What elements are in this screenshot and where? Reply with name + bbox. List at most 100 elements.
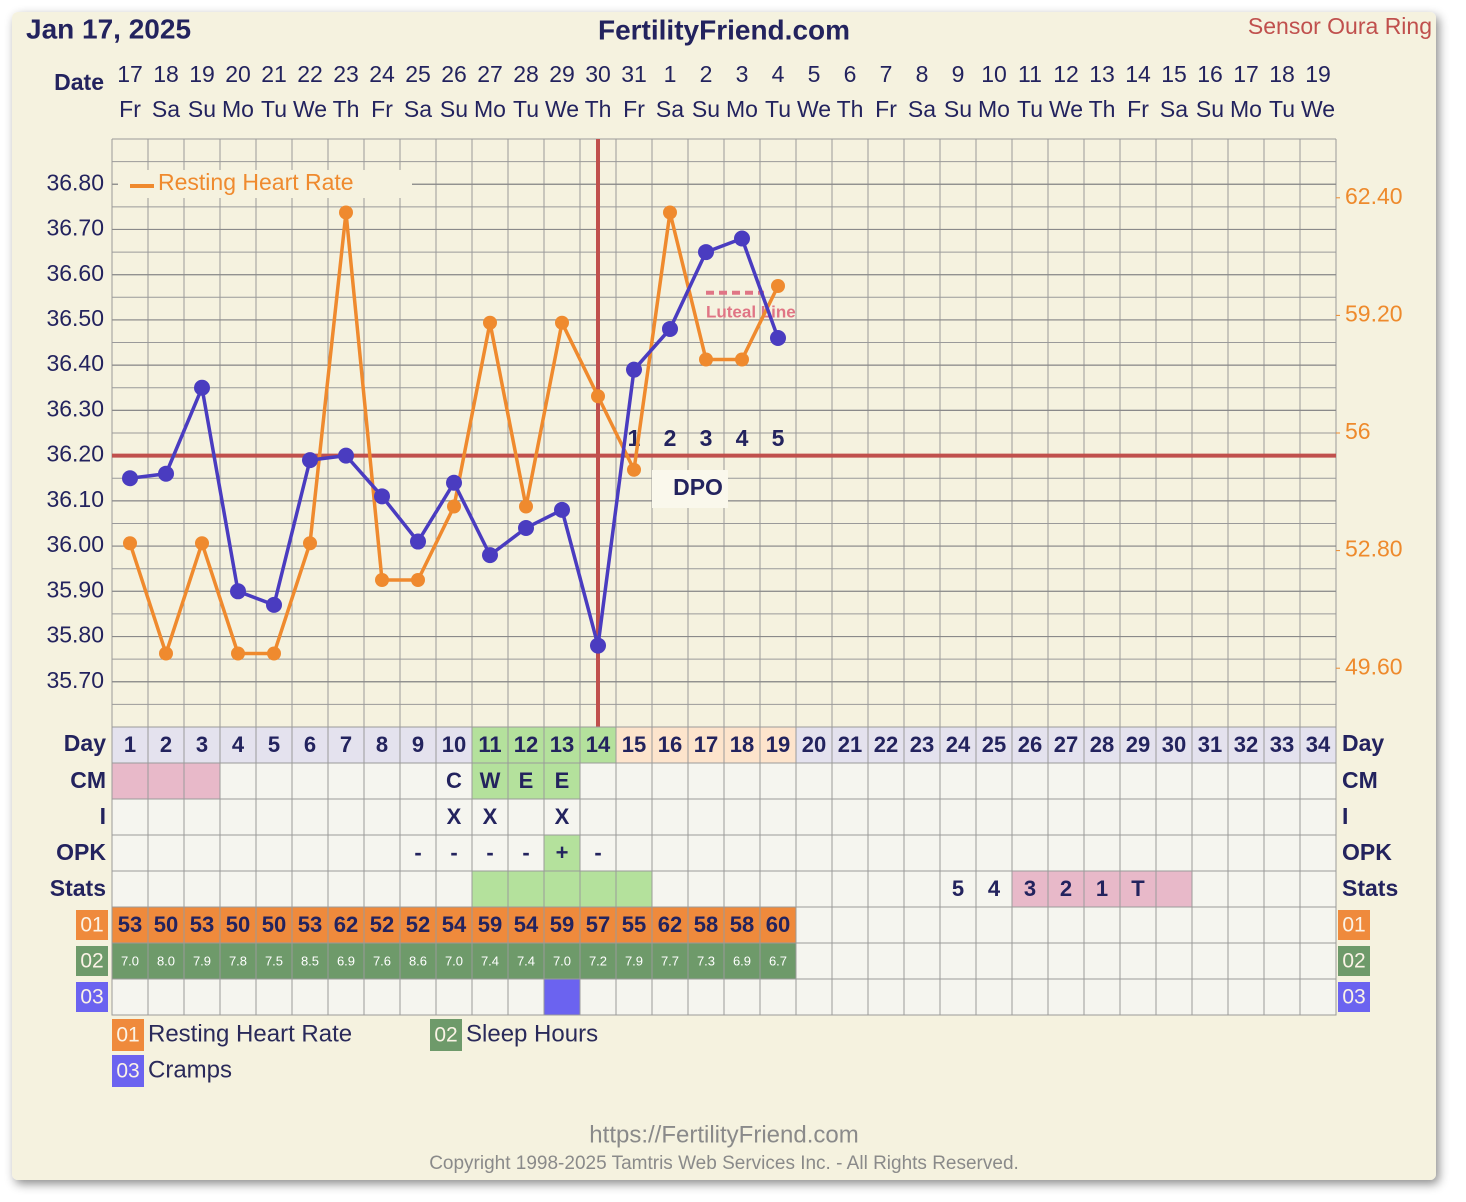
cell-text: 62	[334, 912, 358, 937]
table-cell	[363, 834, 401, 872]
table-cell	[1011, 762, 1049, 800]
table-cell	[327, 762, 365, 800]
table-cell	[507, 978, 545, 1016]
table-cell	[1299, 870, 1337, 908]
table-cell	[1191, 762, 1229, 800]
y2-tick-label: 56	[1345, 418, 1371, 444]
weekday-label: Sa	[1160, 96, 1188, 122]
table-cell	[1011, 906, 1049, 944]
table-cell	[903, 870, 941, 908]
row-label: I	[100, 803, 106, 829]
y-tick-label: 36.00	[46, 531, 104, 557]
legend-text: Cramps	[148, 1056, 232, 1083]
weekday-label: Fr	[119, 96, 141, 122]
cell-text: 7.8	[229, 953, 247, 968]
table-cell	[939, 798, 977, 836]
footer-url[interactable]: https://FertilityFriend.com	[589, 1121, 858, 1148]
weekday-label: Th	[1089, 96, 1116, 122]
table-cell	[1083, 978, 1121, 1016]
table-cell	[579, 942, 617, 980]
day-number: 10	[442, 732, 466, 757]
data-point	[339, 205, 353, 220]
day-cell	[111, 726, 149, 764]
day-number: 17	[694, 732, 718, 757]
table-cell	[1119, 906, 1157, 944]
table-cell	[399, 870, 437, 908]
table-cell	[831, 834, 869, 872]
table-cell	[1299, 762, 1337, 800]
cell-text: 8.6	[409, 953, 427, 968]
date-label: Date	[54, 69, 104, 95]
table-cell	[903, 762, 941, 800]
cell-text: 3	[1024, 876, 1036, 901]
date-label: 19	[1305, 61, 1331, 87]
data-point	[555, 315, 569, 330]
data-point	[267, 646, 281, 661]
cell-text: 4	[988, 876, 1001, 901]
table-cell	[111, 834, 149, 872]
y2-tick-label: 59.20	[1345, 300, 1403, 326]
sensor: Sensor Oura Ring	[1248, 13, 1432, 39]
day-number: 28	[1090, 732, 1114, 757]
table-cell	[219, 762, 257, 800]
table-cell	[507, 942, 545, 980]
y-tick-label: 36.60	[46, 260, 104, 286]
row-label: Stats	[1342, 875, 1398, 901]
cell-text: -	[522, 840, 529, 865]
data-point	[303, 536, 317, 551]
y-tick-label: 35.80	[46, 622, 104, 648]
copyright: Copyright 1998-2025 Tamtris Web Services…	[429, 1153, 1019, 1174]
date-label: 4	[772, 61, 785, 87]
day-number: 19	[766, 732, 790, 757]
day-number: 27	[1054, 732, 1078, 757]
table-cell	[327, 798, 365, 836]
table-cell	[363, 978, 401, 1016]
table-cell	[183, 798, 221, 836]
legend-code-box	[112, 1019, 144, 1051]
table-cell	[435, 834, 473, 872]
table-cell	[831, 762, 869, 800]
table-cell	[183, 762, 221, 800]
table-cell	[1119, 834, 1157, 872]
table-cell	[939, 762, 977, 800]
table-cell	[579, 870, 617, 908]
data-point	[158, 465, 174, 482]
data-point	[734, 230, 750, 247]
table-cell	[795, 906, 833, 944]
cell-text: 58	[730, 912, 754, 937]
cell-text: 7.2	[589, 953, 607, 968]
table-cell	[291, 870, 329, 908]
cell-text: 8.0	[157, 953, 175, 968]
date-label: 5	[808, 61, 821, 87]
data-point	[410, 533, 426, 550]
table-cell	[1227, 978, 1265, 1016]
dpo-box	[652, 470, 728, 508]
day-number: 23	[910, 732, 934, 757]
table-cell	[1299, 834, 1337, 872]
data-point	[590, 637, 606, 654]
table-cell	[831, 798, 869, 836]
weekday-label: We	[1301, 96, 1335, 122]
table-cell	[1011, 798, 1049, 836]
y-tick-label: 36.30	[46, 395, 104, 421]
data-point	[627, 462, 641, 477]
data-point	[411, 573, 425, 587]
table-cell	[687, 834, 725, 872]
table-cell	[1083, 906, 1121, 944]
table-cell	[1191, 906, 1229, 944]
date-label: 1	[664, 61, 677, 87]
table-cell	[1047, 798, 1085, 836]
table-cell	[615, 870, 653, 908]
table-cell	[111, 798, 149, 836]
table-cell	[651, 834, 689, 872]
row-label: Stats	[50, 875, 106, 901]
table-cell	[291, 834, 329, 872]
cell-text: 7.0	[121, 953, 139, 968]
date-label: 11	[1018, 61, 1042, 87]
table-cell	[723, 834, 761, 872]
table-cell	[147, 978, 185, 1016]
table-cell	[795, 798, 833, 836]
table-cell	[363, 798, 401, 836]
data-point	[735, 352, 749, 367]
weekday-label: Su	[944, 96, 972, 122]
